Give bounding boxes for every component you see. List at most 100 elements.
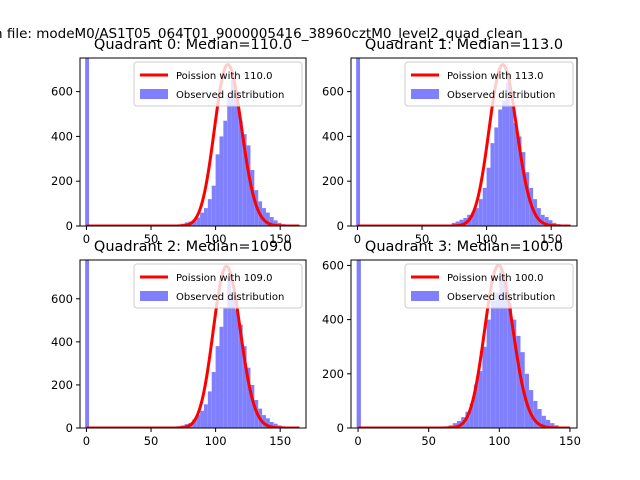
hist-bar xyxy=(490,143,495,226)
hist-bar xyxy=(486,319,491,428)
hist-bar xyxy=(227,277,232,428)
x-tick-label: 100 xyxy=(205,232,227,246)
hist-bar xyxy=(509,105,514,226)
y-tick-label: 600 xyxy=(322,85,344,99)
legend: Poission with 109.0 Observed distribution xyxy=(133,263,303,309)
x-tick-label: 50 xyxy=(144,232,159,246)
hist-bar xyxy=(516,335,521,428)
hist-bar xyxy=(250,170,255,226)
x-tick-label: 100 xyxy=(488,434,510,448)
hist-bar xyxy=(269,421,274,428)
y-tick-label: 200 xyxy=(322,367,344,381)
y-tick-label: 200 xyxy=(51,378,73,392)
y-tick-label: 0 xyxy=(337,421,344,435)
plot-area xyxy=(356,260,571,428)
legend-swatch-observed xyxy=(411,89,439,99)
legend-label-observed: Observed distribution xyxy=(447,90,555,101)
hist-bar xyxy=(234,309,239,428)
hist-bar xyxy=(200,212,204,226)
axes-frame xyxy=(79,57,307,227)
legend-label-poisson: Poission with 110.0 xyxy=(176,71,272,82)
hist-bar xyxy=(503,281,508,428)
subplot-title: Quadrant 0: Median=110.0 xyxy=(94,37,292,53)
hist-bar-zero xyxy=(356,260,361,428)
hist-bar xyxy=(513,122,518,226)
hist-bar xyxy=(203,208,208,226)
hist-bar xyxy=(265,418,270,428)
hist-bar xyxy=(498,109,503,226)
hist-bar-zero xyxy=(356,58,361,226)
hist-bar xyxy=(512,319,517,428)
legend-label-observed: Observed distribution xyxy=(176,90,284,101)
hist-bar xyxy=(540,214,545,226)
legend-box xyxy=(133,61,303,107)
legend-label-observed: Observed distribution xyxy=(176,292,284,303)
legend-box xyxy=(404,61,574,107)
y-tick-label: 200 xyxy=(322,174,344,188)
hist-bar xyxy=(192,220,197,226)
y-tick-label: 400 xyxy=(322,129,344,143)
hist-bar xyxy=(242,346,247,428)
hist-bar xyxy=(269,217,274,226)
hist-bar xyxy=(474,208,479,226)
y-tick-label: 600 xyxy=(322,258,344,272)
legend-label-poisson: Poission with 100.0 xyxy=(447,273,543,284)
x-tick-label: 150 xyxy=(269,232,291,246)
legend-label-poisson: Poission with 109.0 xyxy=(176,273,272,284)
subplot-quadrant-0: 0 50 100 150 0 200 400 600 Quadrant 0: Median=11… xyxy=(51,37,307,246)
hist-bar xyxy=(203,404,208,428)
plot-area xyxy=(85,58,301,226)
y-tick-label: 200 xyxy=(51,174,73,188)
plot-area xyxy=(85,260,301,428)
hist-bar xyxy=(238,324,243,428)
legend: Poission with 113.0 Observed distribution xyxy=(404,61,574,107)
hist-bar xyxy=(207,199,212,226)
hist-bar xyxy=(231,296,235,428)
subplot-title: Quadrant 1: Median=113.0 xyxy=(365,37,563,53)
x-tick-label: 50 xyxy=(415,232,430,246)
hist-bar xyxy=(533,400,538,428)
hist-bar xyxy=(250,384,255,428)
hist-bar xyxy=(478,199,483,226)
hist-bar xyxy=(211,372,216,428)
hist-bar xyxy=(223,307,228,428)
hist-bar xyxy=(541,415,546,428)
poisson-curve xyxy=(357,263,571,428)
figure-suptitle: n file: modeM0/AS1T05_064T01_9000005416_… xyxy=(0,26,523,42)
x-tick-label: 150 xyxy=(540,232,562,246)
hist-bar xyxy=(469,403,474,428)
x-tick-label: 100 xyxy=(205,434,227,448)
legend-label-observed: Observed distribution xyxy=(447,292,555,303)
hist-bar xyxy=(473,384,479,428)
y-tick-label: 0 xyxy=(66,421,73,435)
hist-bar xyxy=(262,208,266,226)
subplots-grid: 0 50 100 150 0 200 400 600 Quadrant 0: Median=11… xyxy=(51,37,581,448)
hist-bar xyxy=(482,187,487,226)
axes-frame xyxy=(350,259,578,429)
hist-bar xyxy=(507,303,513,428)
hist-bar xyxy=(499,270,504,428)
y-tick-label: 0 xyxy=(337,219,344,233)
axes-frame xyxy=(79,259,307,429)
hist-bar xyxy=(219,136,224,226)
hist-bar xyxy=(490,300,496,428)
legend-swatch-observed xyxy=(411,291,439,301)
y-tick-label: 600 xyxy=(51,85,73,99)
hist-bar xyxy=(550,423,555,428)
hist-bar xyxy=(246,367,251,428)
legend: Poission with 110.0 Observed distribution xyxy=(133,61,303,107)
hist-bar xyxy=(471,212,475,226)
x-tick-label: 150 xyxy=(269,434,291,448)
y-tick-label: 600 xyxy=(51,292,73,306)
hist-bar xyxy=(265,212,270,226)
legend-label-poisson: Poission with 113.0 xyxy=(447,71,543,82)
poisson-curve xyxy=(85,63,301,226)
hist-bar xyxy=(242,134,247,226)
hist-bar-zero xyxy=(85,260,90,428)
hist-bar xyxy=(207,391,212,428)
x-tick-label: 50 xyxy=(144,434,159,448)
x-tick-label: 0 xyxy=(83,434,90,448)
hist-bar xyxy=(219,326,224,428)
subplot-quadrant-1: 0 50 100 150 0 200 400 600 Quadrant 1: Median=11… xyxy=(322,37,578,246)
hist-bar xyxy=(548,220,553,226)
